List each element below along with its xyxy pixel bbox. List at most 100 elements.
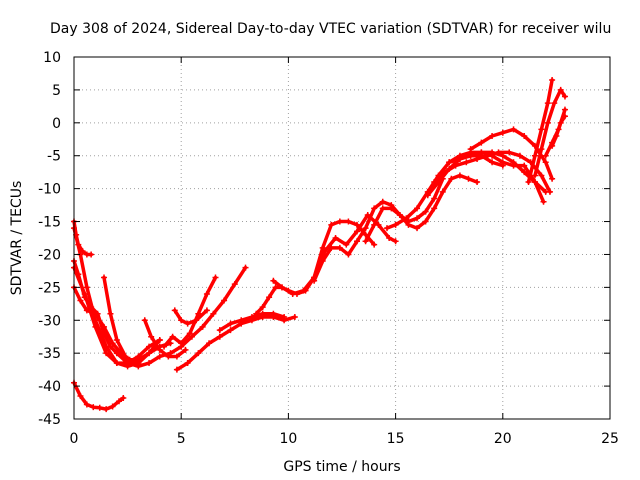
data-point-marker: [186, 330, 193, 337]
x-tick-label: 25: [601, 431, 619, 447]
data-point-marker: [319, 244, 326, 251]
data-point-marker: [291, 313, 298, 320]
data-point-marker: [489, 152, 496, 159]
data-point-marker: [156, 353, 163, 360]
data-point-marker: [101, 323, 108, 330]
data-point-marker: [92, 317, 99, 324]
data-point-marker: [510, 162, 517, 169]
data-point-marker: [345, 218, 352, 225]
data-point-marker: [489, 159, 496, 166]
data-point-marker: [122, 353, 129, 360]
data-point-marker: [371, 241, 378, 248]
data-point-marker: [81, 294, 88, 301]
data-point-marker: [253, 310, 260, 317]
data-point-marker: [354, 221, 361, 228]
data-point-marker: [446, 159, 453, 166]
data-point-marker: [328, 221, 335, 228]
data-point-marker: [521, 162, 528, 169]
data-point-marker: [531, 179, 538, 186]
data-point-marker: [448, 175, 455, 182]
y-tick-label: -45: [38, 412, 61, 428]
data-point-marker: [103, 350, 110, 357]
data-point-marker: [107, 310, 114, 317]
data-point-marker: [285, 287, 292, 294]
data-point-marker: [474, 179, 481, 186]
data-point-marker: [173, 366, 180, 373]
data-point-marker: [178, 340, 185, 347]
data-point-marker: [499, 159, 506, 166]
data-point-marker: [289, 290, 296, 297]
data-point-marker: [332, 235, 339, 241]
data-point-marker: [531, 152, 538, 159]
data-point-marker: [379, 205, 386, 212]
data-point-marker: [135, 363, 142, 370]
data-point-marker: [525, 179, 532, 186]
data-point-marker: [124, 360, 131, 367]
data-point-marker: [126, 356, 133, 363]
data-point-marker: [75, 271, 82, 278]
data-point-marker: [431, 195, 438, 202]
data-point-marker: [499, 152, 506, 159]
data-point-marker: [231, 281, 238, 288]
data-point-marker: [141, 317, 148, 324]
data-point-marker: [478, 139, 485, 146]
data-point-marker: [467, 146, 474, 153]
data-point-marker: [431, 205, 438, 212]
data-point-marker: [173, 353, 180, 360]
data-point-marker: [182, 346, 189, 353]
y-tick-label: -5: [47, 149, 61, 165]
data-point-marker: [531, 172, 538, 179]
data-point-marker: [101, 274, 108, 281]
data-point-marker: [557, 119, 564, 126]
data-point-marker: [540, 198, 547, 205]
data-point-marker: [203, 307, 210, 314]
data-point-marker: [544, 100, 551, 107]
data-point-marker: [113, 350, 120, 357]
data-point-marker: [414, 225, 421, 232]
marker-layer: [71, 77, 568, 413]
y-tick-label: -15: [38, 215, 61, 231]
data-point-marker: [193, 317, 200, 324]
data-point-marker: [561, 113, 568, 120]
data-point-marker: [281, 313, 288, 320]
series-arc-16: [312, 177, 445, 283]
data-point-marker: [300, 287, 307, 294]
data-point-marker: [388, 205, 395, 212]
data-point-marker: [538, 172, 545, 179]
data-point-marker: [549, 175, 556, 182]
data-point-marker: [96, 404, 103, 411]
data-point-marker: [321, 248, 328, 255]
data-point-marker: [188, 333, 195, 340]
data-point-marker: [364, 211, 371, 218]
data-point-marker: [549, 142, 556, 149]
data-point-marker: [146, 350, 153, 357]
data-point-marker: [103, 406, 110, 413]
x-tick-label: 0: [70, 431, 79, 447]
plot-frame: [73, 56, 611, 420]
data-point-marker: [161, 343, 168, 350]
ticks: [73, 56, 611, 420]
data-point-marker: [542, 152, 549, 159]
data-point-marker: [311, 277, 318, 284]
data-point-marker: [195, 310, 202, 317]
chart-title: Day 308 of 2024, Sidereal Day-to-day VTE…: [50, 21, 611, 37]
y-tick-label: -20: [38, 247, 61, 263]
data-point-marker: [79, 248, 86, 255]
data-point-marker: [549, 77, 556, 84]
data-point-marker: [259, 310, 266, 317]
data-point-marker: [362, 231, 369, 238]
data-point-marker: [392, 238, 399, 245]
data-point-marker: [83, 307, 90, 314]
y-tick-label: 5: [52, 83, 61, 99]
series-arc-10: [173, 308, 209, 326]
data-point-marker: [212, 274, 219, 281]
data-point-marker: [551, 100, 558, 107]
data-point-marker: [107, 343, 114, 350]
data-point-marker: [328, 244, 335, 251]
data-point-marker: [216, 327, 223, 334]
data-point-marker: [405, 221, 412, 228]
data-point-marker: [169, 333, 176, 340]
data-point-marker: [167, 350, 174, 357]
data-point-marker: [195, 350, 202, 357]
